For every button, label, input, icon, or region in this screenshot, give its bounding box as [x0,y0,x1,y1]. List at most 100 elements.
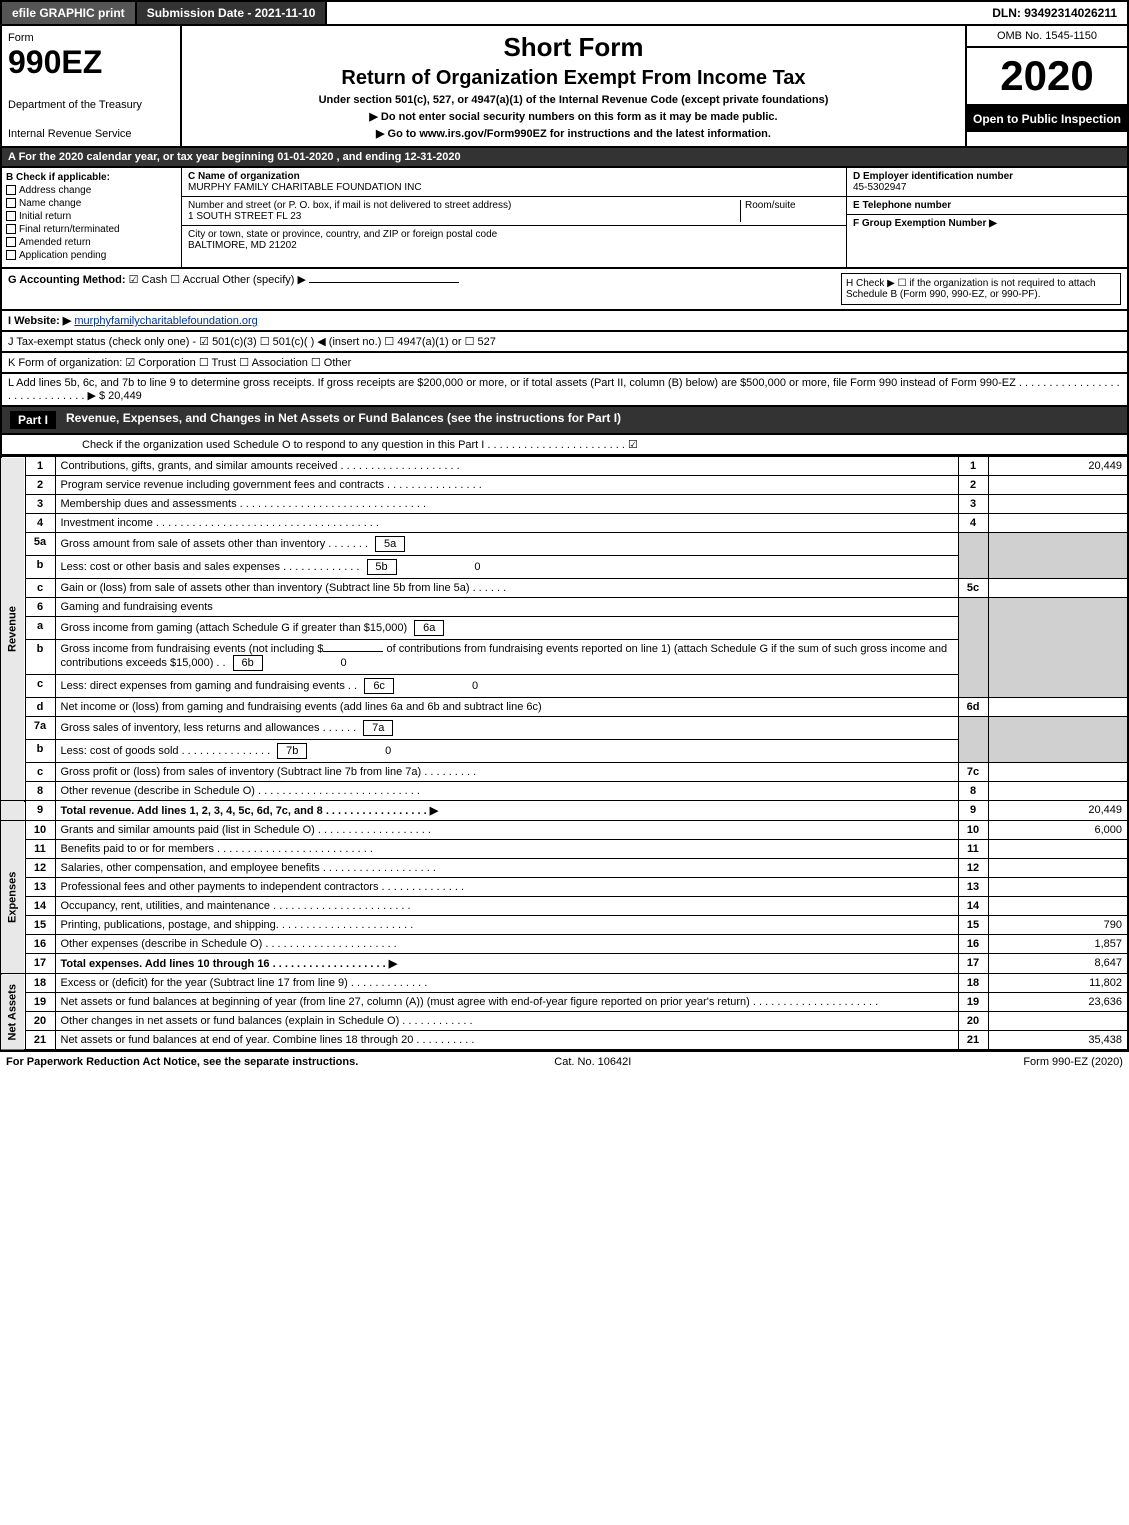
line-desc: Gaming and fundraising events [55,598,958,617]
line-col: 4 [958,514,988,533]
goto-link[interactable]: ▶ Go to www.irs.gov/Form990EZ for instru… [188,127,959,140]
f-label: F Group Exemption Number ▶ [853,218,1121,229]
line-desc: Other expenses (describe in Schedule O) … [55,935,958,954]
sub-box: 6c [364,678,394,694]
efile-print-button[interactable]: efile GRAPHIC print [2,2,137,24]
form-label: Form [8,32,174,44]
footer-left: For Paperwork Reduction Act Notice, see … [6,1056,358,1068]
line-amt [988,782,1128,801]
table-row: 16Other expenses (describe in Schedule O… [1,935,1128,954]
table-row: 21Net assets or fund balances at end of … [1,1031,1128,1051]
shaded-cell [958,717,988,763]
line-col: 5c [958,579,988,598]
line-desc: Contributions, gifts, grants, and simila… [55,457,958,476]
line-amt [988,859,1128,878]
street-label: Number and street (or P. O. box, if mail… [188,200,740,211]
website-link[interactable]: murphyfamilycharitablefoundation.org [74,315,257,327]
table-row: 20Other changes in net assets or fund ba… [1,1012,1128,1031]
line-desc: Occupancy, rent, utilities, and maintena… [55,897,958,916]
line-num: d [25,698,55,717]
desc-text: Gross sales of inventory, less returns a… [61,722,357,734]
checkbox-icon [6,185,16,195]
city-label: City or town, state or province, country… [188,229,840,240]
check-amended-return[interactable]: Amended return [6,237,177,248]
line-desc: Net income or (loss) from gaming and fun… [55,698,958,717]
ssn-warning: ▶ Do not enter social security numbers o… [188,110,959,123]
c-label: C Name of organization [188,171,840,182]
line-desc: Total revenue. Add lines 1, 2, 3, 4, 5c,… [55,801,958,821]
line-amt: 35,438 [988,1031,1128,1051]
table-row: 8Other revenue (describe in Schedule O) … [1,782,1128,801]
g-other[interactable]: Other (specify) ▶ [222,274,306,286]
department-label: Department of the Treasury [8,99,174,111]
page-footer: For Paperwork Reduction Act Notice, see … [0,1051,1129,1072]
info-block: B Check if applicable: Address change Na… [0,168,1129,269]
line-num: 19 [25,993,55,1012]
g-cash[interactable]: ☑ Cash [129,274,168,286]
shaded-cell [958,598,988,698]
desc-text: Less: direct expenses from gaming and fu… [61,680,358,692]
check-initial-return[interactable]: Initial return [6,211,177,222]
form-header: Form 990EZ Department of the Treasury In… [0,26,1129,148]
city-value: BALTIMORE, MD 21202 [188,240,840,251]
table-row: 9Total revenue. Add lines 1, 2, 3, 4, 5c… [1,801,1128,821]
line-num: 7a [25,717,55,740]
table-row: Revenue 1Contributions, gifts, grants, a… [1,457,1128,476]
desc-text: Gross amount from sale of assets other t… [61,538,369,550]
line-desc: Total expenses. Add lines 10 through 16 … [55,954,958,974]
line-amt [988,1012,1128,1031]
blank-line [323,651,383,652]
line-num: b [25,556,55,579]
line-amt [988,878,1128,897]
line-desc: Excess or (deficit) for the year (Subtra… [55,974,958,993]
submission-date-button[interactable]: Submission Date - 2021-11-10 [137,2,328,24]
line-col: 14 [958,897,988,916]
g-accrual[interactable]: ☐ Accrual [170,274,219,286]
check-final-return[interactable]: Final return/terminated [6,224,177,235]
table-row: 14Occupancy, rent, utilities, and mainte… [1,897,1128,916]
line-desc: Investment income . . . . . . . . . . . … [55,514,958,533]
sub-val: 0 [401,561,481,573]
line-amt [988,698,1128,717]
line-col: 3 [958,495,988,514]
g-label: G Accounting Method: [8,274,126,286]
under-section-text: Under section 501(c), 527, or 4947(a)(1)… [188,94,959,106]
table-row: 7a Gross sales of inventory, less returns… [1,717,1128,740]
line-num: 2 [25,476,55,495]
table-row: 4Investment income . . . . . . . . . . .… [1,514,1128,533]
line-amt: 8,647 [988,954,1128,974]
box-b-label: B Check if applicable: [6,172,177,183]
row-j: J Tax-exempt status (check only one) - ☑… [0,332,1129,353]
short-form-title: Short Form [188,32,959,63]
line-amt [988,840,1128,859]
line-num: 20 [25,1012,55,1031]
line-num: 11 [25,840,55,859]
check-application-pending[interactable]: Application pending [6,250,177,261]
table-row: cGain or (loss) from sale of assets othe… [1,579,1128,598]
check-address-change[interactable]: Address change [6,185,177,196]
sub-box: 6a [414,620,444,636]
table-row: 11Benefits paid to or for members . . . … [1,840,1128,859]
line-num: b [25,740,55,763]
part-1-check: Check if the organization used Schedule … [0,435,1129,456]
line-num: 6 [25,598,55,617]
line-num: 8 [25,782,55,801]
expenses-side-label: Expenses [1,821,25,974]
box-f: F Group Exemption Number ▶ [847,215,1127,232]
line-desc: Membership dues and assessments . . . . … [55,495,958,514]
omb-number: OMB No. 1545-1150 [967,26,1127,48]
line-col: 12 [958,859,988,878]
g-other-line [309,282,459,283]
line-num: a [25,617,55,640]
line-num: b [25,640,55,675]
box-h: H Check ▶ ☐ if the organization is not r… [841,273,1121,305]
checkbox-icon [6,237,16,247]
org-name: MURPHY FAMILY CHARITABLE FOUNDATION INC [188,182,840,193]
table-row: Expenses 10Grants and similar amounts pa… [1,821,1128,840]
check-label: Address change [19,185,91,196]
line-num: 15 [25,916,55,935]
table-row: 19Net assets or fund balances at beginni… [1,993,1128,1012]
check-name-change[interactable]: Name change [6,198,177,209]
line-col: 17 [958,954,988,974]
line-num: 12 [25,859,55,878]
